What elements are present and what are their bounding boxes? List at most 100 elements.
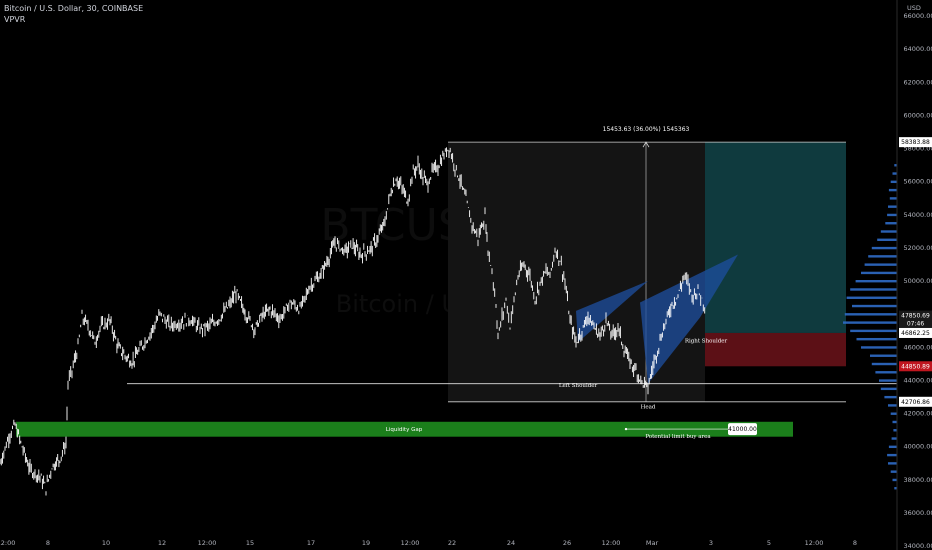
wedge-right[interactable] <box>640 254 738 384</box>
volume-profile-bar <box>890 470 897 473</box>
volume-profile-bar <box>864 263 897 266</box>
y-tick-label: 40000.00 <box>903 443 932 451</box>
tag-upper-value: 58383.88 <box>901 139 930 146</box>
y-tick-label: 52000.00 <box>903 244 932 252</box>
x-tick-label: 24 <box>507 539 515 547</box>
volume-profile-bar <box>880 387 897 391</box>
x-tick-label: 8 <box>46 539 50 547</box>
volume-profile-bar <box>850 329 897 333</box>
price-candles[interactable] <box>0 147 706 496</box>
y-tick-label: 58000.00 <box>903 145 932 153</box>
volume-profile-bar <box>855 280 897 283</box>
x-tick-label: 12:00 <box>602 539 621 547</box>
profit-zone[interactable] <box>705 142 846 333</box>
tag-countdown-value: 07:46 <box>907 321 924 328</box>
y-tick-label: 44000.00 <box>903 376 932 384</box>
volume-profile-bar <box>871 362 897 366</box>
y-tick-label: 66000.00 <box>903 12 932 20</box>
tag-last-value: 47850.69 <box>901 313 930 320</box>
x-tick-label: 15 <box>246 539 254 547</box>
volume-profile-bar <box>843 321 897 324</box>
volume-profile-bar <box>889 197 897 200</box>
x-tick-label: 12:00 <box>0 539 15 547</box>
y-tick-label: 50000.00 <box>903 277 932 285</box>
y-tick-label: 54000.00 <box>903 211 932 219</box>
volume-profile-bar <box>856 337 897 341</box>
volume-profile-bar <box>893 429 897 432</box>
volume-profile-bar <box>846 296 897 299</box>
volume-profile-bar <box>892 420 897 424</box>
volume-profile-bar <box>877 238 897 241</box>
volume-profile-bar <box>871 246 897 250</box>
volume-profile-bar <box>880 230 897 233</box>
y-tick-label: 60000.00 <box>903 111 932 119</box>
volume-profile-bar <box>888 404 897 407</box>
y-tick-label: 46000.00 <box>903 343 932 351</box>
right-shoulder-label: Right Shoulder <box>685 338 728 344</box>
buy-level-dot <box>624 427 628 431</box>
volume-profile-bar <box>850 288 897 291</box>
tag-entry-box[interactable] <box>899 327 932 338</box>
tag-stop-box[interactable] <box>899 361 932 372</box>
volume-profile-bar <box>879 379 897 382</box>
measure-label: 15453.63 (36.00%) 1545363 <box>603 126 690 133</box>
x-tick-label: 5 <box>767 539 771 547</box>
volume-profile-bar <box>892 478 897 482</box>
y-tick-label: 34000.00 <box>903 542 932 550</box>
y-tick-label: 36000.00 <box>903 509 932 517</box>
volume-profile-bar <box>887 453 897 457</box>
volume-profile-bar <box>861 271 897 275</box>
head-label: Head <box>641 405 656 411</box>
y-tick-label: 62000.00 <box>903 78 932 86</box>
x-tick-label: 12:00 <box>401 539 420 547</box>
y-tick-label: 56000.00 <box>903 178 932 186</box>
volume-profile-bar <box>890 180 897 184</box>
volume-profile-bar <box>888 205 897 208</box>
liquidity-gap-label: Liquidity Gap <box>386 427 423 433</box>
volume-profile-bar <box>868 255 897 258</box>
liquidity-gap-zone[interactable] <box>16 421 793 437</box>
x-tick-label: 17 <box>307 539 315 547</box>
x-tick-label: Mar <box>646 539 659 547</box>
volume-profile-bar <box>894 164 897 167</box>
x-tick-label: 22 <box>448 539 456 547</box>
currency-label: USD <box>907 4 921 12</box>
volume-profile-bar <box>861 346 897 349</box>
measure-arrow-icon <box>642 141 650 148</box>
tag-last-box[interactable] <box>899 310 932 329</box>
x-tick-label: 12 <box>158 539 166 547</box>
volume-profile-bar <box>891 437 897 440</box>
y-tick-label: 42000.00 <box>903 410 932 418</box>
volume-profile-bar <box>870 354 897 357</box>
indicator-label[interactable]: VPVR <box>4 15 26 24</box>
volume-profile-bar <box>885 222 897 225</box>
y-tick-label: 38000.00 <box>903 476 932 484</box>
x-tick-label: 26 <box>563 539 571 547</box>
buy-level-box[interactable] <box>728 423 757 436</box>
tag-low-value: 42706.86 <box>901 399 930 406</box>
buy-level-value: 41000.00 <box>728 426 757 433</box>
x-tick-label: 12:00 <box>805 539 824 547</box>
x-tick-label: 12:00 <box>198 539 217 547</box>
volume-profile-bar <box>888 445 897 449</box>
symbol-title[interactable]: Bitcoin / U.S. Dollar, 30, COINBASE <box>4 4 144 13</box>
x-tick-label: 19 <box>362 539 370 547</box>
volume-profile-bar <box>884 395 897 399</box>
measure-range-box <box>448 142 705 402</box>
volume-profile-bar <box>892 172 897 175</box>
volume-profile-bar <box>844 313 897 316</box>
volume-profile-bar <box>888 188 897 192</box>
tag-upper-box[interactable] <box>899 137 932 148</box>
stop-zone[interactable] <box>705 332 846 367</box>
volume-profile-bar <box>875 371 897 374</box>
volume-profile-bar <box>852 304 897 308</box>
y-tick-label: 64000.00 <box>903 45 932 53</box>
volume-profile-bar <box>890 412 897 415</box>
tag-low-box[interactable] <box>899 396 932 407</box>
volume-profile-bar <box>887 213 897 217</box>
x-tick-label: 3 <box>709 539 713 547</box>
x-tick-label: 10 <box>102 539 110 547</box>
x-tick-label: 8 <box>853 539 857 547</box>
